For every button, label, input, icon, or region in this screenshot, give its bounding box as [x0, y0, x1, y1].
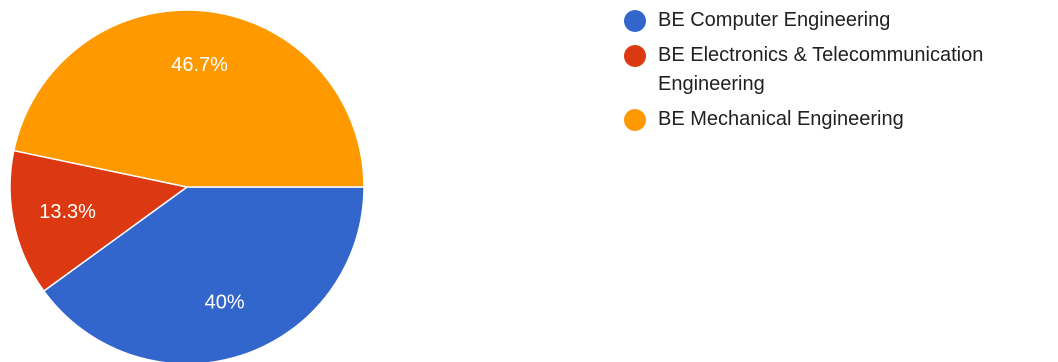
legend-swatch-be-computer-engineering — [624, 10, 646, 32]
legend-label-be-mechanical-engineering: BE Mechanical Engineering — [658, 108, 904, 130]
pie-slice-be-mechanical-engineering[interactable] — [12, 9, 365, 188]
pie-slice-be-computer-engineering[interactable] — [42, 186, 365, 362]
pie-slice-be-electronics-and-telecommunication-engineering[interactable] — [9, 149, 189, 293]
legend-swatch-be-electronics-and-telecommunication-engineering — [624, 45, 646, 67]
legend-item-be-electronics-and-telecommunication-engineering[interactable]: BE Electronics & Telecommunication Engin… — [624, 41, 1054, 99]
legend-label-be-electronics-and-telecommunication-engineering: BE Electronics & Telecommunication Engin… — [658, 44, 984, 95]
pie-slice-label-be-electronics-and-telecommunication-engineering: 13.3% — [39, 201, 96, 223]
legend-item-be-mechanical-engineering[interactable]: BE Mechanical Engineering — [624, 105, 1054, 134]
legend-item-be-computer-engineering[interactable]: BE Computer Engineering — [624, 6, 1054, 35]
legend-label-be-computer-engineering: BE Computer Engineering — [658, 9, 891, 31]
pie-slice-label-be-mechanical-engineering: 46.7% — [171, 54, 228, 76]
chart-legend: BE Computer Engineering BE Electronics & … — [624, 6, 1054, 140]
pie-slice-label-be-computer-engineering: 40% — [205, 291, 245, 313]
legend-swatch-be-mechanical-engineering — [624, 109, 646, 131]
